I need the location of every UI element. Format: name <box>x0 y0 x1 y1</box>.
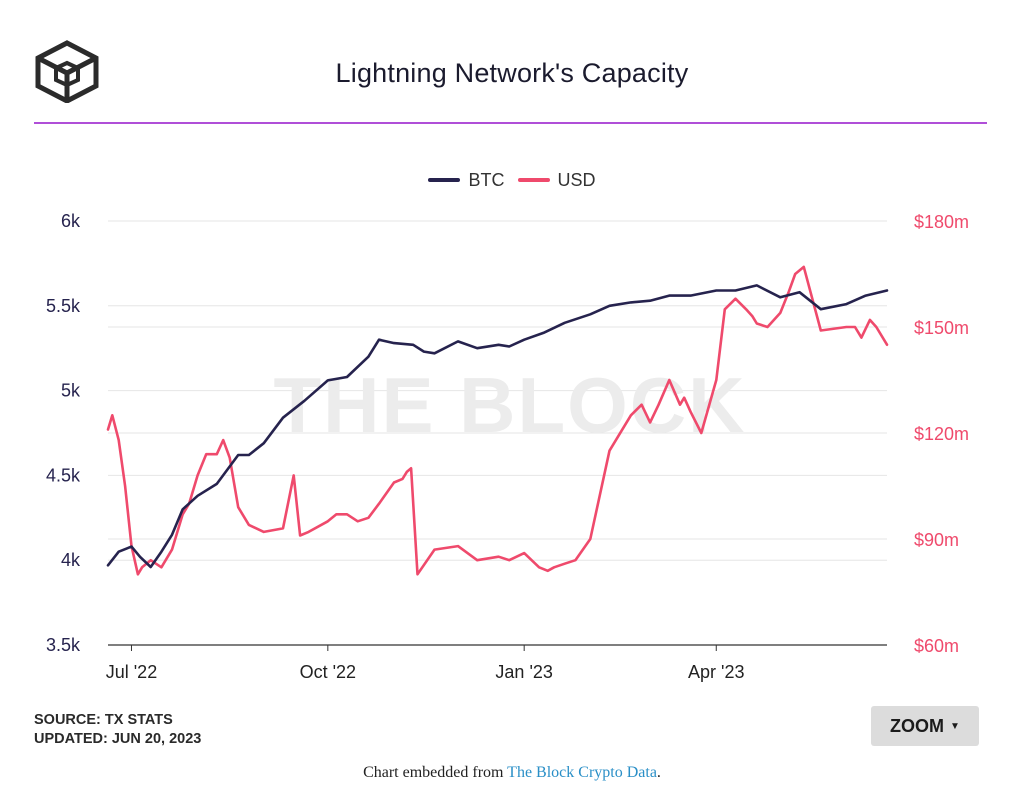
series-line-btc <box>106 284 889 569</box>
y-right-tick-label: $180m <box>914 212 969 232</box>
embed-credit: Chart embedded from The Block Crypto Dat… <box>0 764 1024 782</box>
chart-plot-area: 3.5k 4k 4.5k 5k 5.5k 6k $60m $90m $120m $150m $180… <box>46 211 969 682</box>
x-tick-label: Jan '23 <box>495 662 552 682</box>
the-block-logo <box>35 40 99 103</box>
embed-link[interactable]: The Block Crypto Data <box>507 764 657 781</box>
legend-label-btc: BTC <box>468 169 505 190</box>
legend-item-usd[interactable]: USD <box>517 169 596 191</box>
legend-label-usd: USD <box>557 169 596 190</box>
y-left-tick-label: 4k <box>61 550 81 570</box>
y-left-tick-label: 3.5k <box>46 635 81 655</box>
zoom-label: ZOOM <box>890 715 945 736</box>
x-tick-label: Jul '22 <box>106 662 157 682</box>
chart-title: Lightning Network's Capacity <box>335 58 689 88</box>
chart-legend: BTC USD <box>0 166 1024 191</box>
y-left-tick-label: 5.5k <box>46 296 81 316</box>
y-right-tick-label: $120m <box>914 424 969 444</box>
source-label: SOURCE: TX STATS <box>34 712 173 728</box>
updated-label: UPDATED: JUN 20, 2023 <box>34 731 202 747</box>
legend-item-btc[interactable]: BTC <box>428 170 504 191</box>
y-left-tick-label: 5k <box>61 381 81 401</box>
zoom-button[interactable]: ZOOM ▼ <box>871 706 979 746</box>
source-note: SOURCE: TX STATS UPDATED: JUN 20, 2023 <box>34 711 201 749</box>
y-left-tick-label: 6k <box>61 211 81 231</box>
embed-suffix: . <box>656 764 661 781</box>
caret-down-icon: ▼ <box>950 720 960 732</box>
x-tick-label: Apr '23 <box>688 662 744 682</box>
y-right-tick-label: $150m <box>914 318 969 338</box>
legend-swatch-btc <box>428 178 461 182</box>
title-divider <box>34 122 987 124</box>
y-left-tick-label: 4.5k <box>46 465 81 485</box>
x-tick-label: Oct '22 <box>300 662 356 682</box>
legend-swatch-usd <box>517 178 550 182</box>
y-right-tick-label: $60m <box>914 636 959 656</box>
watermark-text: THE BLOCK <box>274 361 747 449</box>
y-right-tick-label: $90m <box>914 530 959 550</box>
embed-prefix: Chart embedded from <box>363 764 508 781</box>
series-line-usd <box>106 265 889 576</box>
